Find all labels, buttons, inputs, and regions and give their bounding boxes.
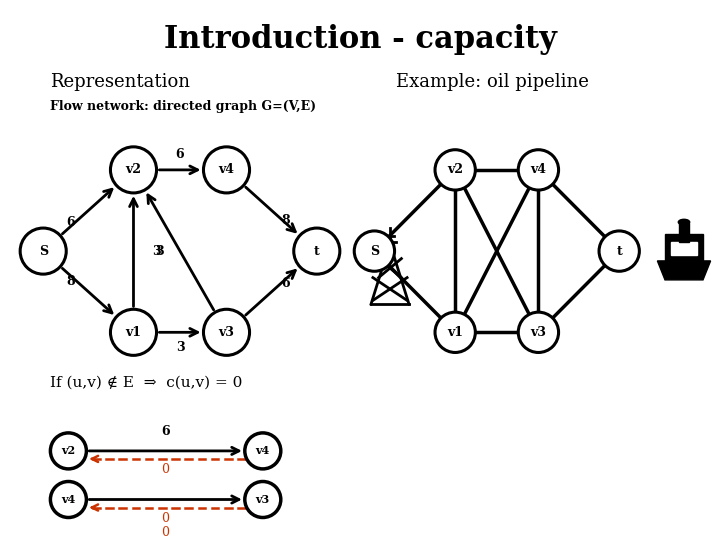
Text: 6: 6 — [176, 148, 184, 161]
Text: t: t — [314, 245, 320, 258]
Circle shape — [50, 433, 86, 469]
Text: v4: v4 — [61, 494, 76, 505]
Text: 8: 8 — [66, 275, 75, 288]
Circle shape — [204, 309, 250, 355]
Text: 0: 0 — [161, 463, 170, 476]
Text: 3: 3 — [155, 245, 163, 258]
Text: v1: v1 — [125, 326, 142, 339]
Text: v2: v2 — [447, 164, 463, 177]
Circle shape — [354, 231, 395, 271]
Circle shape — [110, 147, 156, 193]
Text: S: S — [370, 245, 379, 258]
Text: v3: v3 — [256, 494, 270, 505]
Circle shape — [245, 482, 281, 517]
Text: S: S — [39, 245, 48, 258]
Text: v2: v2 — [125, 164, 142, 177]
Text: v3: v3 — [531, 326, 546, 339]
Text: Representation: Representation — [50, 73, 190, 91]
Ellipse shape — [678, 219, 690, 225]
Text: 0: 0 — [161, 525, 170, 538]
Text: v3: v3 — [219, 326, 235, 339]
Polygon shape — [657, 261, 711, 280]
Circle shape — [20, 228, 66, 274]
Text: v1: v1 — [447, 326, 463, 339]
Text: 3: 3 — [176, 341, 184, 354]
Polygon shape — [665, 234, 703, 261]
Circle shape — [294, 228, 340, 274]
Circle shape — [518, 150, 559, 190]
Polygon shape — [680, 223, 688, 242]
Circle shape — [518, 312, 559, 353]
Circle shape — [110, 309, 156, 355]
Text: t: t — [616, 245, 622, 258]
Text: Introduction - capacity: Introduction - capacity — [163, 24, 557, 55]
Text: 8: 8 — [282, 214, 290, 227]
Text: 6: 6 — [282, 277, 290, 290]
Circle shape — [50, 482, 86, 517]
Text: v2: v2 — [61, 446, 76, 456]
Polygon shape — [671, 242, 697, 255]
Circle shape — [245, 433, 281, 469]
Text: v4: v4 — [256, 446, 270, 456]
Text: 6: 6 — [66, 216, 75, 229]
Text: v4: v4 — [218, 164, 235, 177]
Circle shape — [204, 147, 250, 193]
Text: If (u,v) ∉ E  ⇒  c(u,v) = 0: If (u,v) ∉ E ⇒ c(u,v) = 0 — [50, 375, 243, 389]
Text: 6: 6 — [161, 425, 170, 438]
Text: 0: 0 — [161, 511, 170, 524]
Text: v4: v4 — [531, 164, 546, 177]
Circle shape — [435, 312, 475, 353]
Text: 3: 3 — [152, 245, 161, 258]
Circle shape — [599, 231, 639, 271]
Text: Example: oil pipeline: Example: oil pipeline — [396, 73, 589, 91]
Circle shape — [435, 150, 475, 190]
Text: Flow network: directed graph G=(V,E): Flow network: directed graph G=(V,E) — [50, 100, 317, 113]
